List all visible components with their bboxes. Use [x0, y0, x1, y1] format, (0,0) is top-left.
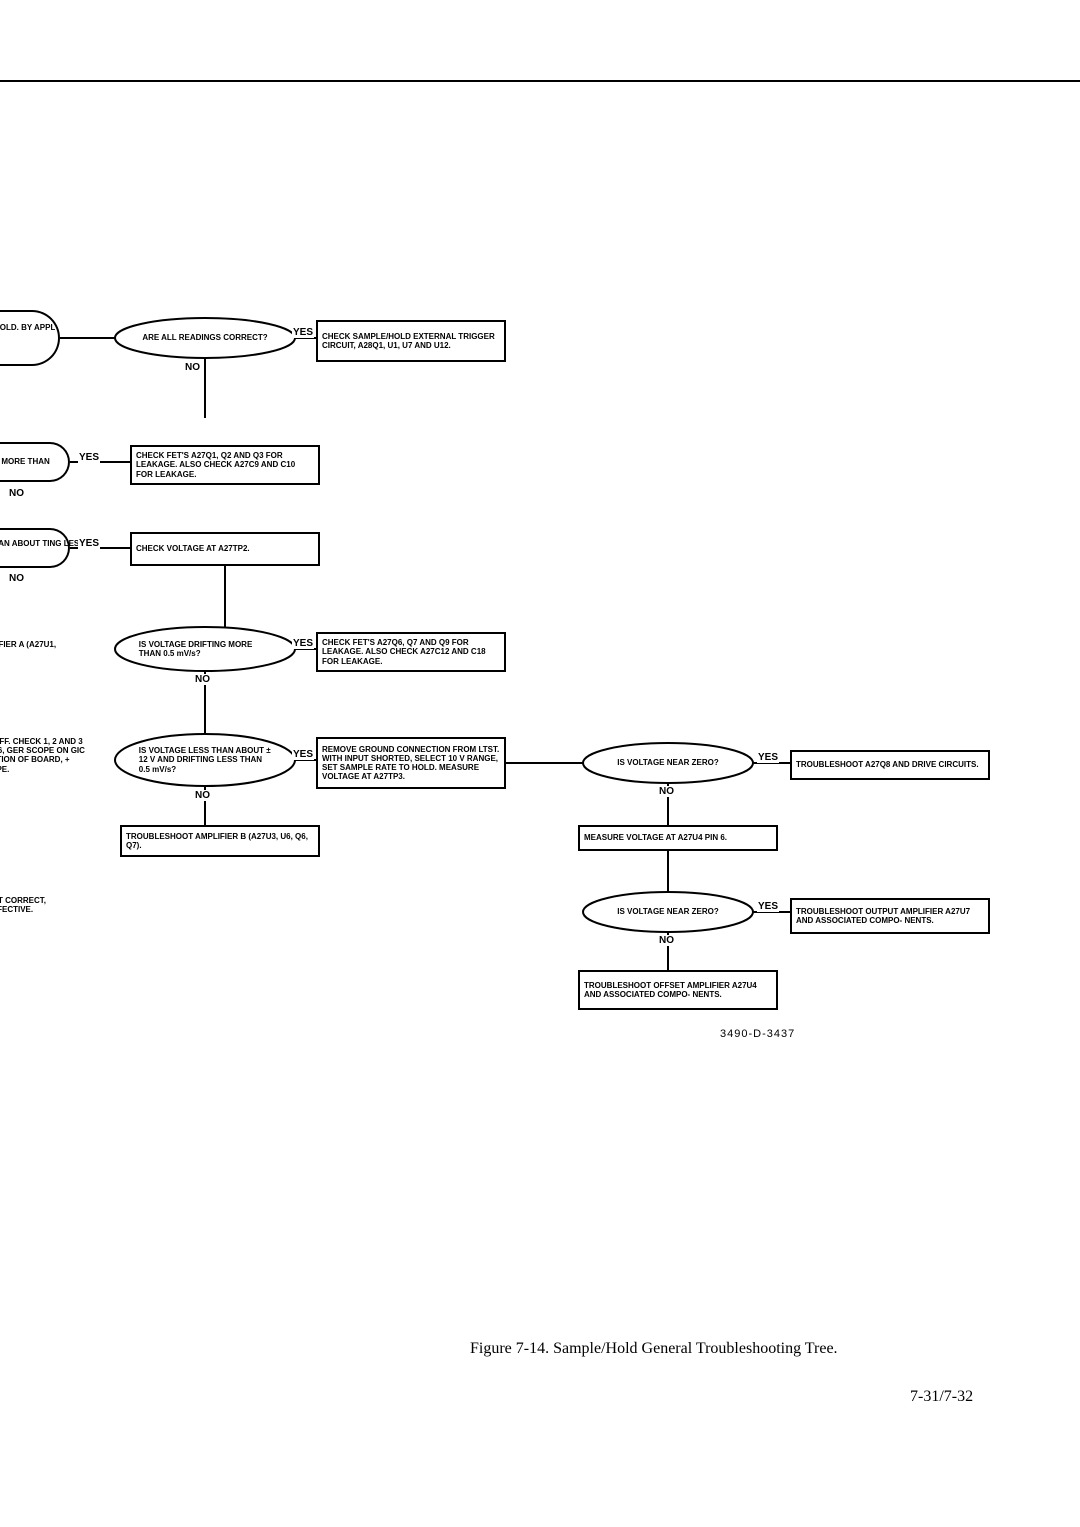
- decision-near-zero-1: IS VOLTAGE NEAR ZERO?: [602, 745, 735, 781]
- box-troubleshoot-u7: TROUBLESHOOT OUTPUT AMPLIFIER A27U7 AND …: [790, 898, 990, 934]
- flow-svg: [0, 0, 1080, 1200]
- no-label: NO: [184, 362, 201, 373]
- box-check-fets-q6: CHECK FET'S A27Q6, Q7 AND Q9 FOR LEAKAGE…: [316, 632, 506, 672]
- yes-label: YES: [292, 327, 314, 338]
- page: GE TRACK/HOLD. BY APPLYING IN- V .7 V AN…: [0, 0, 1080, 1527]
- yes-label: YES: [292, 749, 314, 760]
- box-check-fets-q1: CHECK FET'S A27Q1, Q2 AND Q3 FOR LEAKAGE…: [130, 445, 320, 485]
- box-troubleshoot-q8: TROUBLESHOOT A27Q8 AND DRIVE CIRCUITS.: [790, 750, 990, 780]
- decision-less-12v: IS VOLTAGE LESS THAN ABOUT ± 12 V AND DR…: [135, 737, 275, 784]
- no-label: NO: [8, 488, 25, 499]
- yes-label: YES: [292, 638, 314, 649]
- box-measure-u4: MEASURE VOLTAGE AT A27U4 PIN 6.: [578, 825, 778, 851]
- no-label: NO: [658, 786, 675, 797]
- document-number: 3490-D-3437: [720, 1028, 795, 1040]
- frag-off-check: TO OFF. CHECK 1, 2 AND 3 OF J6, GER SCOP…: [0, 737, 85, 792]
- frag-plifier: PLIFIER A (A27U1,: [0, 640, 86, 652]
- box-check-voltage-tp2: CHECK VOLTAGE AT A27TP2.: [130, 532, 320, 566]
- no-label: NO: [658, 935, 675, 946]
- box-troubleshoot-ampb: TROUBLESHOOT AMPLIFIER B (A27U3, U6, Q6,…: [120, 825, 320, 857]
- decision-all-readings: ARE ALL READINGS CORRECT?: [135, 320, 275, 356]
- decision-near-zero-2: IS VOLTAGE NEAR ZERO?: [602, 894, 735, 930]
- no-label: NO: [194, 790, 211, 801]
- yes-label: YES: [757, 752, 779, 763]
- figure-caption: Figure 7-14. Sample/Hold General Trouble…: [470, 1340, 838, 1358]
- no-label: NO: [194, 674, 211, 685]
- frag-than-about: S THAN ABOUT TING LESS THAN: [0, 539, 80, 563]
- yes-label: YES: [78, 452, 100, 463]
- frag-track-hold: GE TRACK/HOLD. BY APPLYING IN- V .7 V AN…: [0, 323, 55, 353]
- box-troubleshoot-u4: TROUBLESHOOT OFFSET AMPLIFIER A27U4 AND …: [578, 970, 778, 1010]
- frag-more-than: TING MORE THAN: [0, 457, 80, 469]
- box-remove-ground: REMOVE GROUND CONNECTION FROM LTST. WITH…: [316, 737, 506, 789]
- decision-drifting-05: IS VOLTAGE DRIFTING MORE THAN 0.5 mV/s?: [135, 629, 275, 669]
- no-label: NO: [8, 573, 25, 584]
- yes-label: YES: [78, 538, 100, 549]
- frag-not-correct: NOT CORRECT, DEFECTIVE.: [0, 896, 86, 920]
- yes-label: YES: [757, 901, 779, 912]
- page-number: 7-31/7-32: [910, 1388, 973, 1406]
- box-check-trigger: CHECK SAMPLE/HOLD EXTERNAL TRIGGER CIRCU…: [316, 320, 506, 362]
